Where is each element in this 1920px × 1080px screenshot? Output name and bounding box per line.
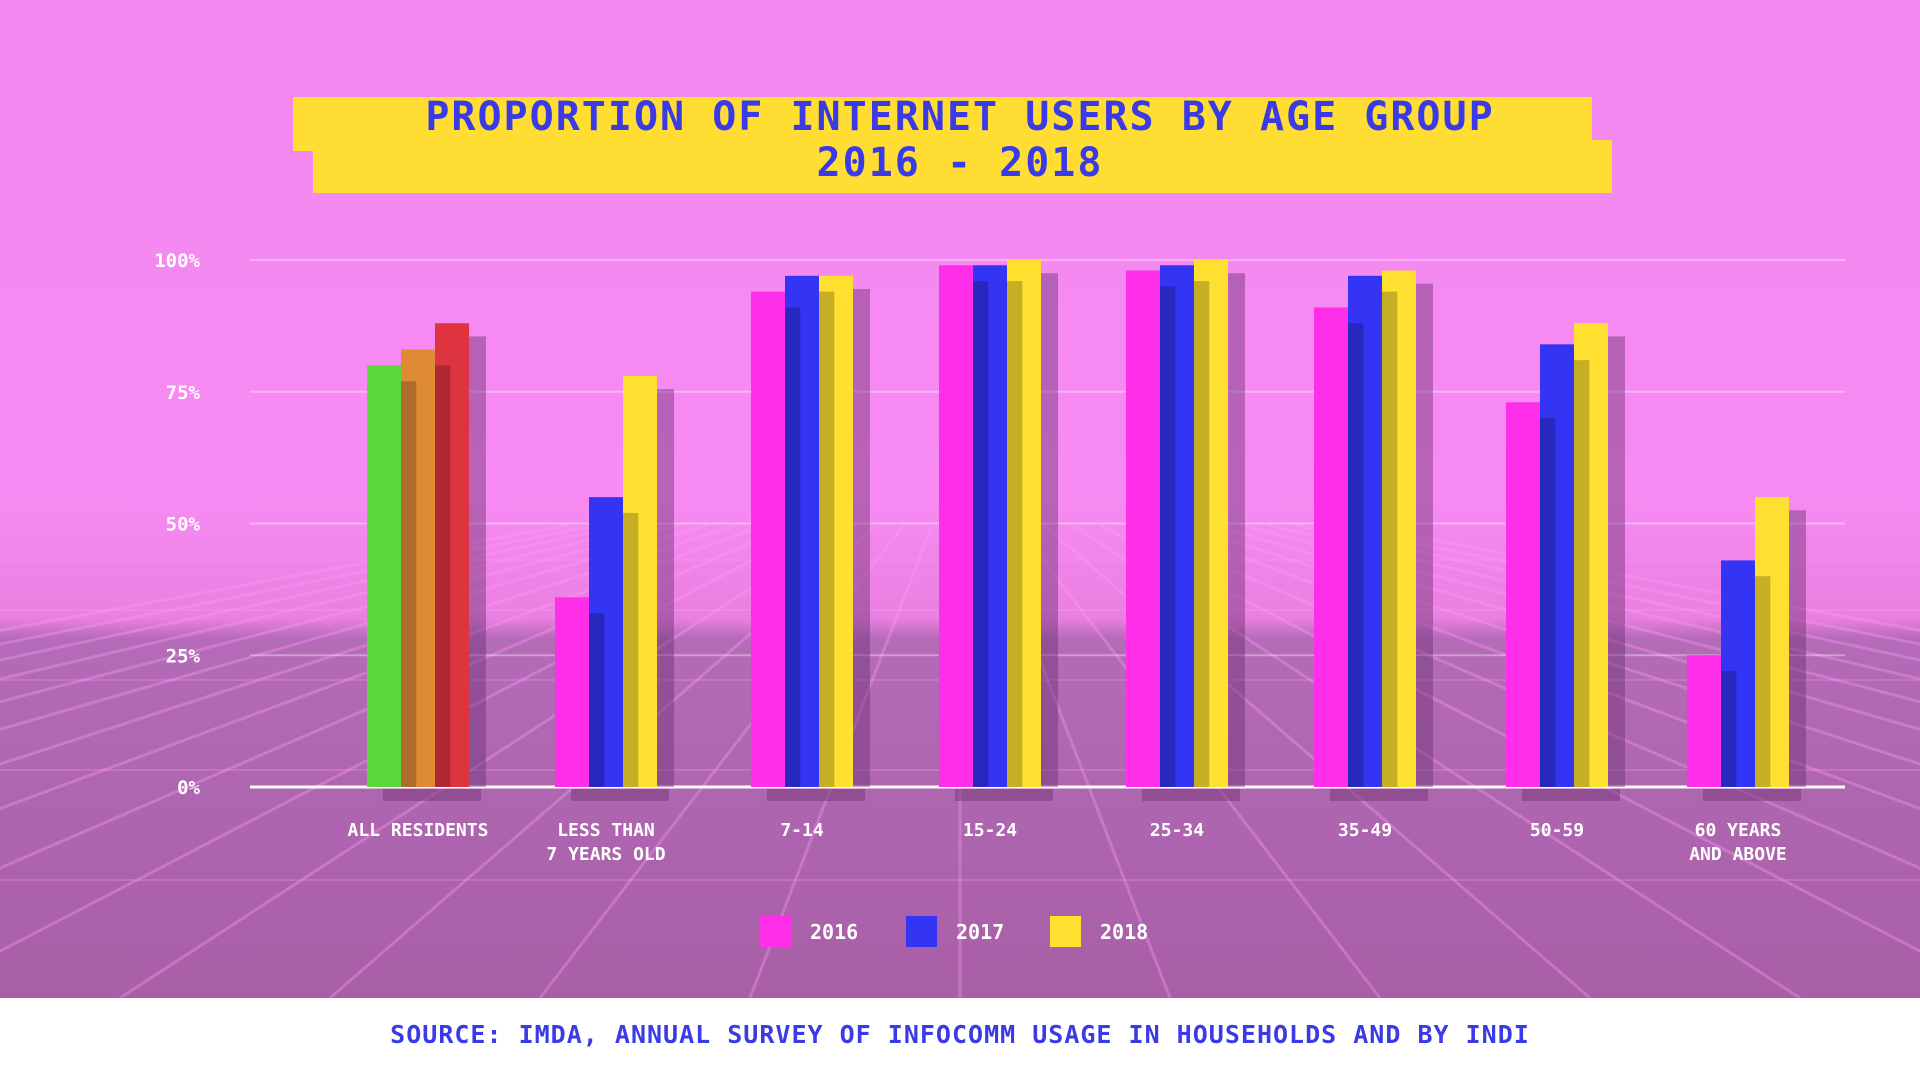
grid-line-vertical <box>0 523 765 811</box>
grid-line-vertical <box>119 523 849 998</box>
bar-inner-shadow <box>1194 281 1210 787</box>
bar-group-shadow <box>1330 789 1428 801</box>
bar-2018 <box>819 275 853 787</box>
legend-swatch-2017 <box>906 916 937 947</box>
bar-inner-shadow <box>589 613 605 787</box>
x-tick-label: LESS THAN <box>557 820 655 841</box>
chart-title-line2: 2016 - 2018 <box>816 140 1104 186</box>
bar-2016 <box>1126 270 1160 787</box>
bar-2017 <box>973 265 1007 787</box>
bar-2018 <box>1382 270 1416 787</box>
bar-inner-shadow <box>1007 281 1023 787</box>
bar-group-shadow <box>1142 789 1240 801</box>
grid-line-vertical <box>0 523 653 681</box>
bar-inner-shadow <box>1160 286 1176 787</box>
bar-2016 <box>1687 655 1721 787</box>
legend-label-2017: 2017 <box>956 920 1004 944</box>
y-tick-label: 0% <box>177 777 200 799</box>
bar-2018 <box>1007 260 1041 787</box>
grid-line-vertical <box>0 523 625 662</box>
bar-inner-shadow <box>973 281 989 787</box>
x-tick-label: 25-34 <box>1150 820 1204 841</box>
bar-2018 <box>1755 497 1789 787</box>
grid-line-vertical <box>0 523 569 632</box>
y-tick-label: 75% <box>166 382 201 404</box>
bar-inner-shadow <box>785 307 801 787</box>
chart-title-line1: PROPORTION OF INTERNET USERS BY AGE GROU… <box>425 94 1495 140</box>
x-tick-label: 60 YEARS <box>1695 820 1782 841</box>
x-tick-label: 7-14 <box>780 820 824 841</box>
bar-group-shadow <box>1703 789 1801 801</box>
bar-2016 <box>939 265 973 787</box>
legend-swatch-2016 <box>760 916 791 947</box>
bar-inner-shadow <box>1540 418 1556 787</box>
bar-2016 <box>1314 307 1348 787</box>
bar-2017 <box>1348 275 1382 787</box>
bar-2018 <box>623 375 657 787</box>
bar-group-shadow <box>1522 789 1620 801</box>
x-tick-label: ALL RESIDENTS <box>348 820 489 841</box>
bar-2017 <box>589 497 623 787</box>
y-tick-label: 100% <box>154 250 200 272</box>
bar-inner-shadow <box>1382 291 1398 787</box>
bar-group-shadow <box>383 789 481 801</box>
grid-line-vertical <box>1295 523 1920 662</box>
source-note: SOURCE: IMDA, ANNUAL SURVEY OF INFOCOMM … <box>390 1020 1530 1049</box>
bar-chart: 0% 25% 50% 75% 100% ALL RESIDENTS LESS THAN 7 Y… <box>154 250 1806 947</box>
x-tick-label: 15-24 <box>963 820 1017 841</box>
bar-2017 <box>1160 265 1194 787</box>
bar-inner-shadow <box>435 365 451 787</box>
bar-2016 <box>367 365 401 787</box>
bar-inner-shadow <box>1348 323 1364 787</box>
bar-2018 <box>435 323 469 787</box>
bar-inner-shadow <box>401 381 417 787</box>
bar-inner-shadow <box>623 512 639 787</box>
bar-2016 <box>751 291 785 787</box>
bar-group-shadow <box>955 789 1053 801</box>
bar-2017 <box>1721 560 1755 787</box>
grid-line-vertical <box>1211 523 1920 732</box>
grid-line-vertical <box>0 523 737 766</box>
bar-inner-shadow <box>1721 671 1737 787</box>
x-tick-label: 7 YEARS OLD <box>546 844 665 865</box>
bar-2016 <box>1506 402 1540 787</box>
bar-group-shadow <box>767 789 865 801</box>
bar-2017 <box>401 349 435 787</box>
x-tick-label: 35-49 <box>1338 820 1392 841</box>
y-tick-label: 50% <box>166 514 201 536</box>
grid-line-vertical <box>1323 523 1920 646</box>
grid-line-vertical <box>0 523 597 646</box>
grid-line-vertical <box>1183 523 1920 766</box>
chart-background: PROPORTION OF INTERNET USERS BY AGE GROU… <box>0 0 1920 998</box>
grid-line-vertical <box>1127 523 1920 870</box>
bar-2017 <box>785 275 819 787</box>
bar-inner-shadow <box>1755 576 1771 787</box>
legend-label-2016: 2016 <box>810 920 858 944</box>
y-tick-label: 25% <box>166 645 201 667</box>
bar-2018 <box>1194 260 1228 787</box>
bar-2018 <box>1574 323 1608 787</box>
legend-swatch-2018 <box>1050 916 1081 947</box>
title-banner-bottom <box>313 140 1612 193</box>
legend-label-2018: 2018 <box>1100 920 1148 944</box>
grid-line-vertical <box>0 523 821 953</box>
x-tick-label: 50-59 <box>1530 820 1584 841</box>
bar-2017 <box>1540 344 1574 787</box>
bar-inner-shadow <box>819 291 835 787</box>
bar-inner-shadow <box>1574 360 1590 787</box>
bar-group-shadow <box>571 789 669 801</box>
x-tick-label: AND ABOVE <box>1689 844 1787 865</box>
bar-2016 <box>555 597 589 787</box>
footer <box>0 998 1920 1080</box>
